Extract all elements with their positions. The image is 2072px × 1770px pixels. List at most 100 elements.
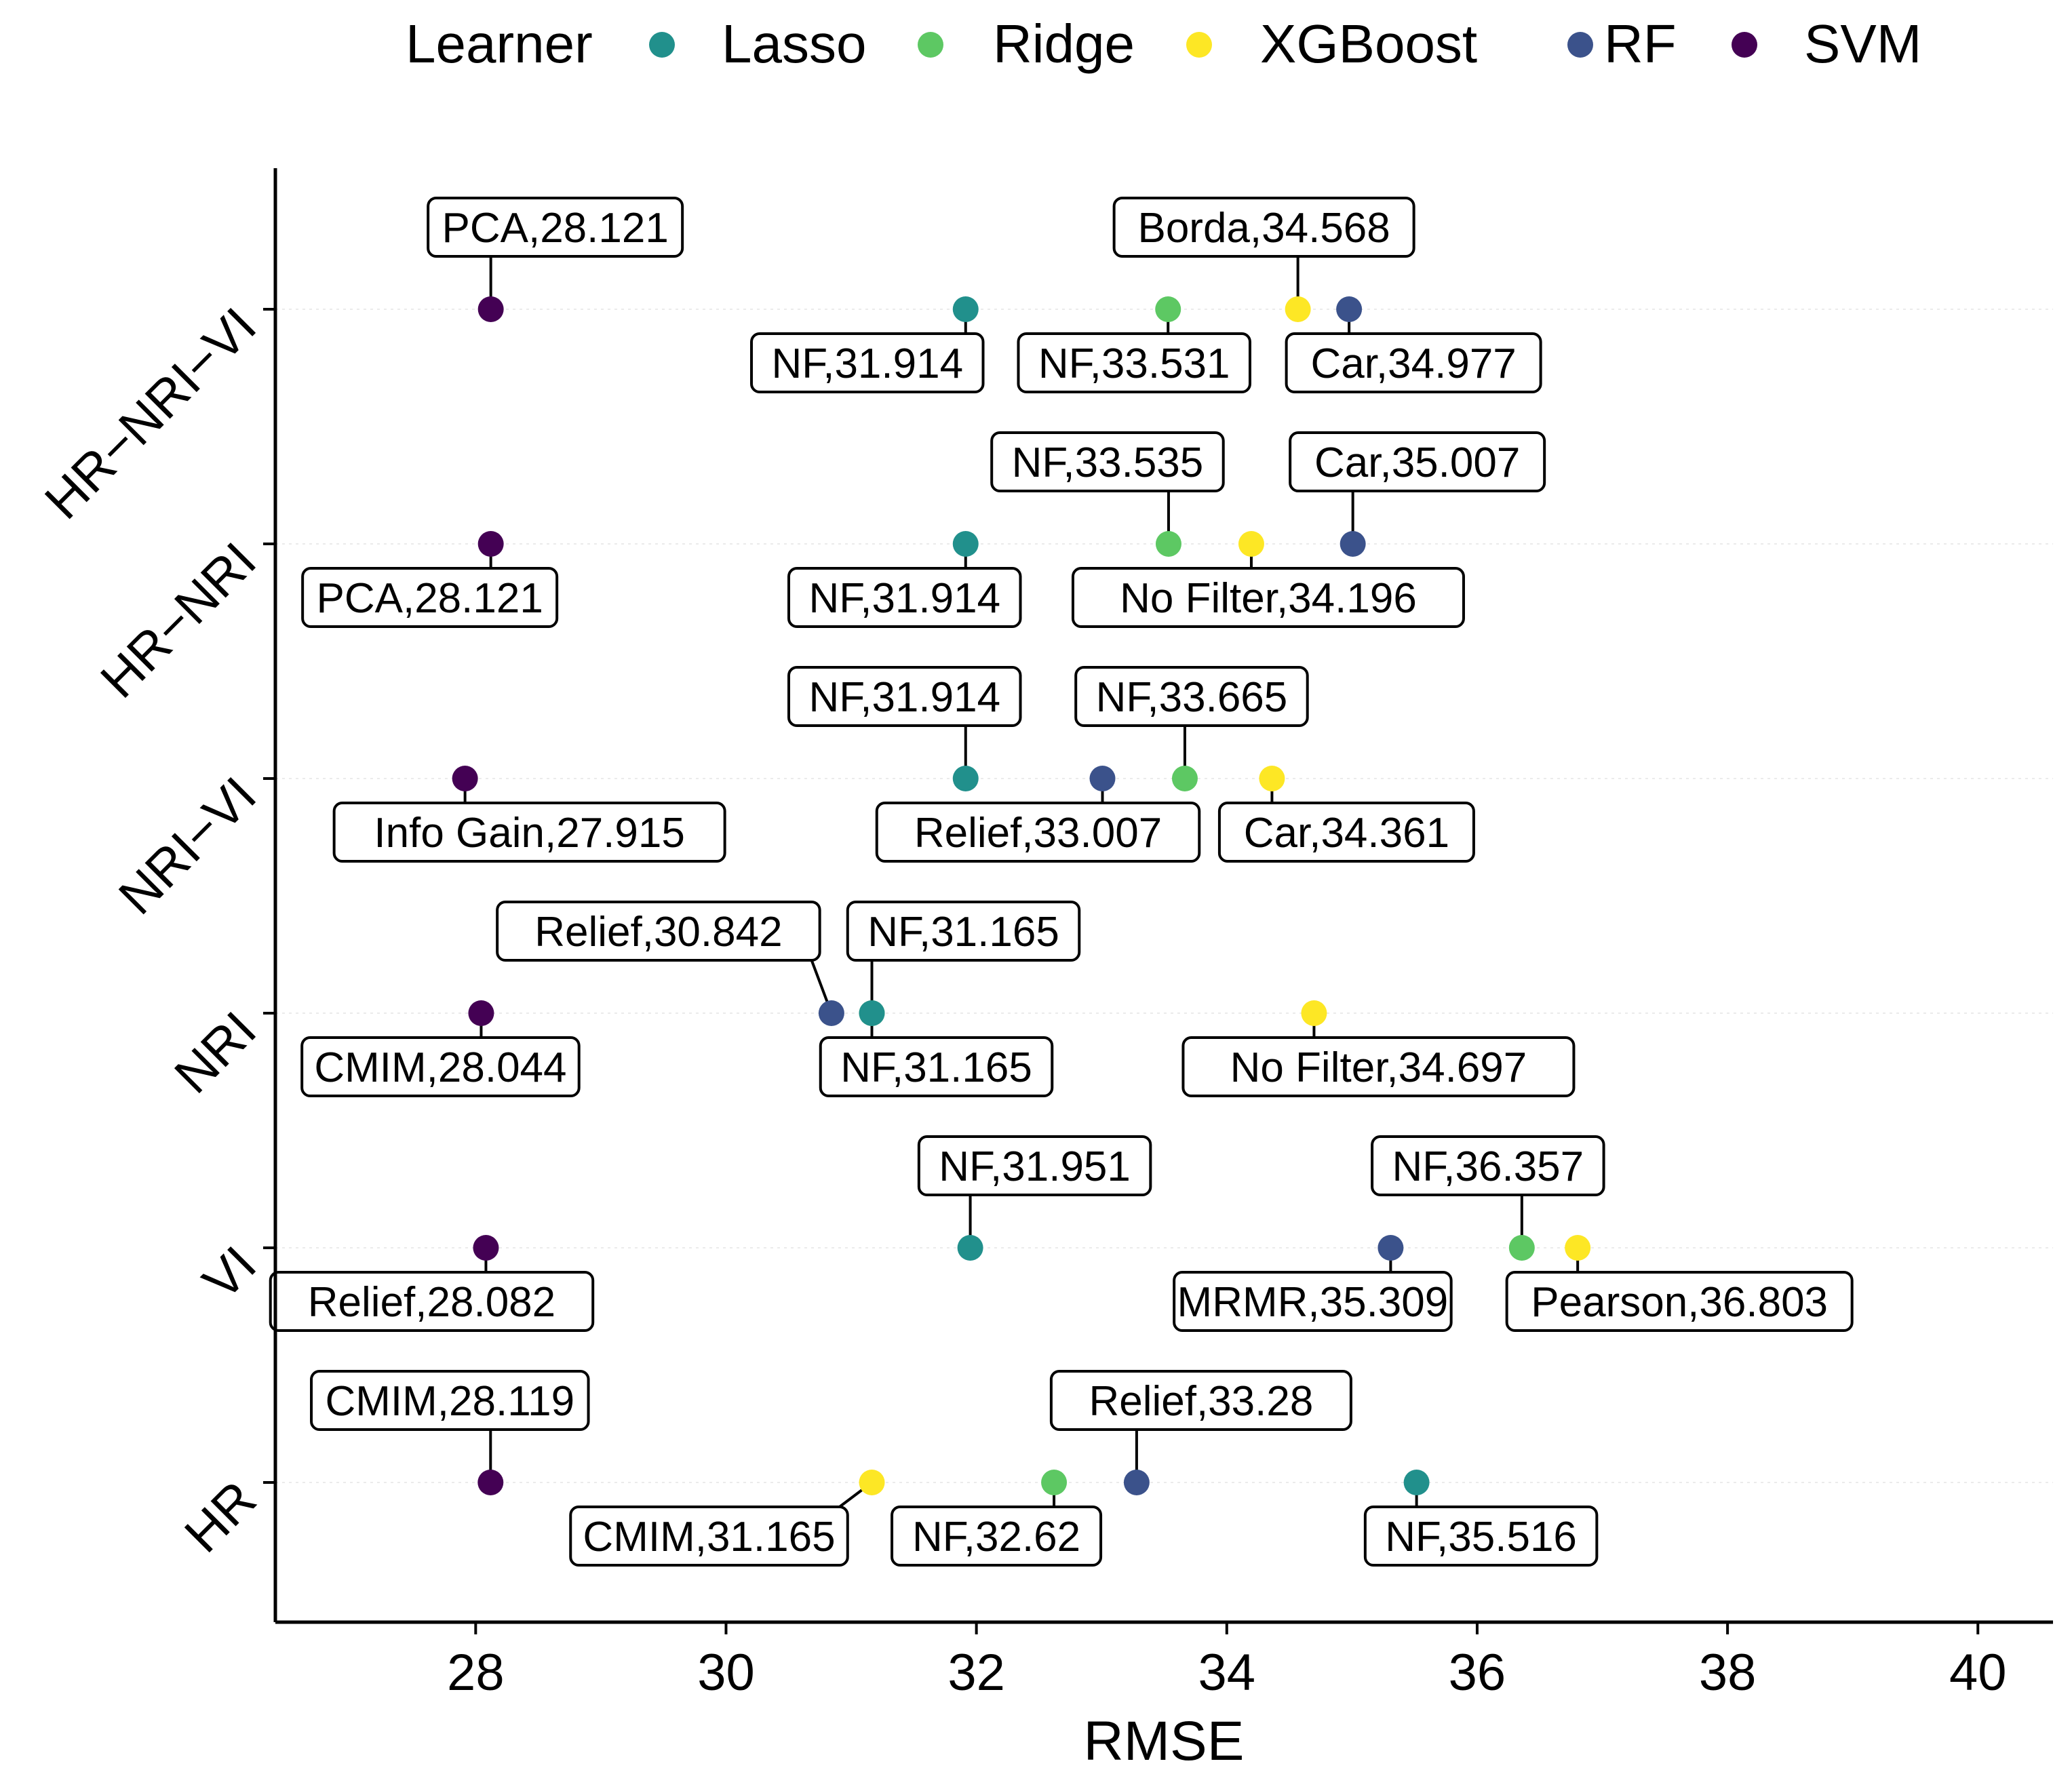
x-axis-ticks: 28 30 32 34 36 38 40 (447, 1622, 2007, 1702)
label-text-nri-vi-lasso: NF,31.914 (808, 674, 1000, 721)
label-box-nri-vi-ridge (1074, 666, 1309, 727)
label-box-hr-nri-svm (301, 567, 559, 628)
label-box-hr-nri-vi-ridge (1017, 332, 1251, 393)
legend-title: Learner (406, 14, 593, 74)
label-text-hr-nri-ridge: NF,33.535 (1012, 439, 1204, 486)
legend-label-svm: SVM (1804, 14, 1921, 74)
label-vi-svm: Relief,28.082 (269, 1271, 595, 1332)
label-hr-ridge: NF,32.62 (891, 1506, 1103, 1567)
label-text-hr-nri-vi-svm: PCA,28.121 (442, 205, 668, 252)
label-nri-svm: CMIM,28.044 (300, 1036, 581, 1097)
label-text-vi-rf: MRMR,35.309 (1177, 1279, 1449, 1326)
point-hr-nri-vi-xgboost (1285, 296, 1311, 322)
label-text-hr-nri-rf: Car,35.007 (1314, 439, 1520, 486)
point-nri-vi-svm (452, 766, 478, 791)
legend-marker-rf (1567, 32, 1593, 58)
legend-label-lasso: Lasso (722, 14, 866, 74)
label-nri-vi-xgboost: Car,34.361 (1217, 802, 1475, 863)
label-nri-rf: Relief,30.842 (496, 901, 821, 962)
label-nri-ridge: NF,31.165 (846, 901, 1081, 962)
label-text-nri-vi-xgboost: Car,34.361 (1244, 810, 1449, 857)
label-vi-xgboost: Pearson,36.803 (1505, 1271, 1854, 1332)
label-hr-nri-lasso: NF,31.914 (787, 567, 1022, 628)
label-box-vi-lasso (917, 1135, 1152, 1196)
label-hr-nri-ridge: NF,33.535 (990, 431, 1225, 492)
label-vi-rf: MRMR,35.309 (1173, 1271, 1453, 1332)
label-box-hr-nri-xgboost (1071, 567, 1465, 628)
label-box-nri-xgboost (1181, 1036, 1576, 1097)
label-text-nri-vi-svm: Info Gain,27.915 (374, 810, 684, 857)
data-points (452, 296, 1591, 1495)
point-hr-nri-svm (477, 531, 504, 557)
point-hr-nri-rf (1340, 531, 1366, 557)
x-tick-label-30: 30 (697, 1644, 755, 1702)
point-nri-svm (468, 1000, 494, 1026)
label-text-vi-xgboost: Pearson,36.803 (1531, 1279, 1828, 1326)
label-text-hr-rf: Relief,33.28 (1089, 1378, 1313, 1425)
label-text-vi-lasso: NF,31.951 (939, 1143, 1131, 1190)
x-axis-title: RMSE (1084, 1710, 1245, 1770)
label-box-hr-nri-vi-rf (1285, 332, 1542, 393)
label-text-vi-svm: Relief,28.082 (308, 1279, 555, 1326)
label-box-hr-xgboost (569, 1506, 849, 1567)
label-text-hr-svm: CMIM,28.119 (326, 1378, 575, 1425)
label-box-nri-rf (496, 901, 821, 962)
label-nri-lasso: NF,31.165 (819, 1036, 1054, 1097)
label-box-hr-nri-vi-svm (427, 197, 684, 258)
legend-entry-rf: RF (1567, 14, 1677, 74)
point-nri-vi-xgboost (1259, 766, 1285, 791)
label-box-vi-rf (1173, 1271, 1453, 1332)
label-nri-vi-rf: Relief,33.007 (875, 802, 1201, 863)
label-box-hr-ridge (891, 1506, 1103, 1567)
label-hr-nri-rf: Car,35.007 (1289, 431, 1546, 492)
label-text-hr-xgboost: CMIM,31.165 (583, 1514, 835, 1560)
label-hr-nri-svm: PCA,28.121 (301, 567, 559, 628)
label-text-nri-lasso: NF,31.165 (840, 1044, 1032, 1091)
point-vi-lasso (957, 1235, 983, 1261)
label-hr-nri-vi-xgboost: Borda,34.568 (1112, 197, 1415, 258)
legend-marker-ridge (918, 32, 943, 58)
label-hr-rf: Relief,33.28 (1049, 1370, 1352, 1431)
x-tick-label-36: 36 (1449, 1644, 1506, 1702)
label-box-hr-svm (310, 1370, 590, 1431)
label-hr-nri-vi-lasso: NF,31.914 (750, 332, 985, 393)
point-hr-rf (1123, 1470, 1150, 1495)
label-text-hr-nri-xgboost: No Filter,34.196 (1120, 575, 1417, 622)
point-hr-nri-xgboost (1238, 531, 1264, 557)
legend: Learner Lasso Ridge XGBoost RF SVM (406, 14, 1921, 74)
label-box-nri-vi-svm (332, 802, 726, 863)
legend-entry-svm: SVM (1732, 14, 1921, 74)
label-hr-nri-vi-svm: PCA,28.121 (427, 197, 684, 258)
point-nri-rf (818, 1000, 844, 1026)
label-text-hr-nri-vi-rf: Car,34.977 (1310, 340, 1516, 387)
label-hr-xgboost: CMIM,31.165 (569, 1506, 849, 1567)
label-vi-lasso: NF,31.951 (917, 1135, 1152, 1196)
point-nri-vi-rf (1089, 766, 1116, 791)
x-tick-label-34: 34 (1198, 1644, 1256, 1702)
label-box-hr-nri-ridge (990, 431, 1225, 492)
label-text-hr-nri-vi-ridge: NF,33.531 (1038, 340, 1230, 387)
legend-marker-lasso (649, 32, 675, 58)
point-vi-svm (473, 1235, 499, 1261)
label-vi-ridge: NF,36.357 (1371, 1135, 1605, 1196)
point-vi-xgboost (1565, 1235, 1591, 1261)
x-tick-label-38: 38 (1699, 1644, 1757, 1702)
label-box-hr-rf (1049, 1370, 1352, 1431)
label-hr-nri-xgboost: No Filter,34.196 (1071, 567, 1465, 628)
label-box-vi-svm (269, 1271, 595, 1332)
legend-marker-xgboost (1186, 32, 1212, 58)
point-vi-rf (1377, 1235, 1404, 1261)
label-hr-lasso: NF,35.516 (1363, 1506, 1599, 1567)
label-nri-vi-ridge: NF,33.665 (1074, 666, 1309, 727)
point-hr-nri-lasso (952, 531, 979, 557)
point-hr-xgboost (859, 1470, 885, 1495)
point-hr-ridge (1041, 1470, 1068, 1495)
legend-label-rf: RF (1604, 14, 1677, 74)
label-hr-nri-vi-ridge: NF,33.531 (1017, 332, 1251, 393)
label-box-hr-lasso (1363, 1506, 1599, 1567)
point-nri-vi-ridge (1171, 766, 1198, 791)
label-nri-vi-svm: Info Gain,27.915 (332, 802, 726, 863)
label-text-hr-nri-lasso: NF,31.914 (808, 575, 1000, 622)
